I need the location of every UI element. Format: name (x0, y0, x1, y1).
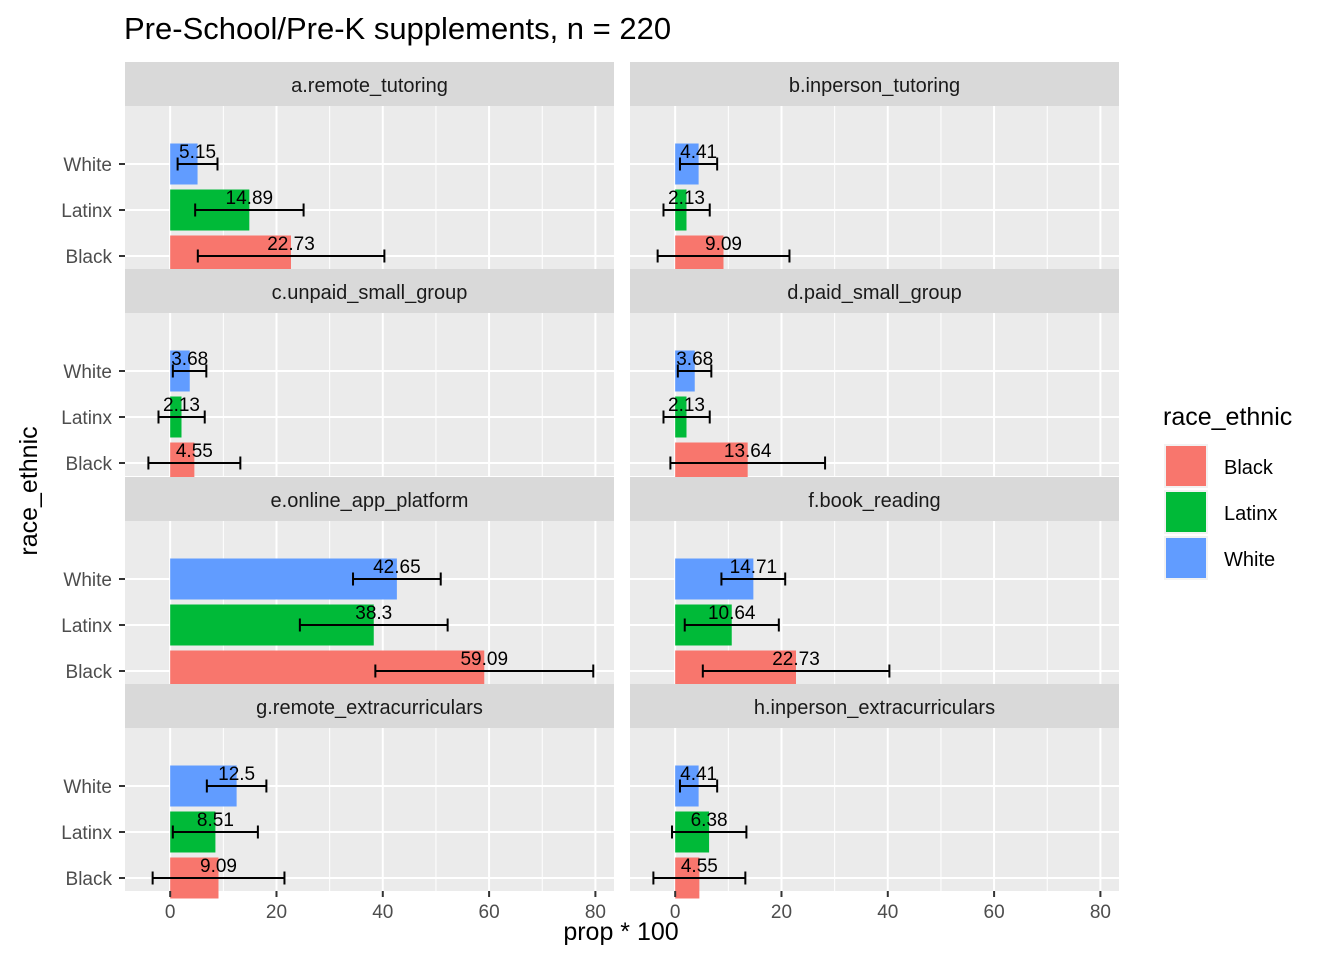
facet-panel: a.remote_tutoring 5.15 14.89 22.73 White Lati… (61, 62, 614, 277)
legend-label: Latinx (1224, 503, 1277, 525)
facet-panel: e.online_app_platform 42.65 38.3 59.09 White… (61, 477, 614, 692)
facet-strip-label: a.remote_tutoring (291, 75, 448, 97)
panel-background (125, 313, 614, 476)
legend: race_ethnic Black Latinx White (1163, 403, 1292, 580)
y-tick-label: White (63, 362, 112, 383)
bar-value-label: 22.73 (267, 234, 315, 255)
bar-value-label: 14.71 (730, 557, 778, 578)
x-tick-label: 40 (877, 902, 898, 923)
facet-strip-label: b.inperson_tutoring (789, 75, 960, 97)
facet-strip (125, 62, 614, 106)
facet-strip (630, 269, 1119, 313)
y-tick-label: White (63, 155, 112, 176)
bar-value-label: 2.13 (163, 395, 200, 416)
bar-value-label: 42.65 (373, 557, 421, 578)
facet-panel: b.inperson_tutoring 4.41 2.13 9.09 (630, 62, 1119, 277)
facet-strip (125, 269, 614, 313)
bar-value-label: 4.41 (680, 142, 717, 163)
bar-value-label: 6.38 (691, 810, 728, 831)
facet-panel: d.paid_small_group 3.68 2.13 13.64 (630, 269, 1119, 484)
bar-value-label: 4.55 (176, 441, 213, 462)
bar-value-label: 9.09 (705, 234, 742, 255)
y-tick-label: Black (66, 454, 113, 475)
facet-strip (630, 684, 1119, 728)
bar-value-label: 8.51 (197, 810, 234, 831)
y-axis-title: race_ethnic (15, 426, 43, 555)
bar-value-label: 9.09 (200, 856, 237, 877)
panel-background (630, 728, 1119, 891)
y-tick-label: Latinx (61, 408, 112, 429)
bar-value-label: 3.68 (676, 349, 713, 370)
legend-label: Black (1224, 457, 1274, 479)
legend-key-black (1166, 446, 1206, 486)
y-tick-label: White (63, 570, 112, 591)
bar-value-label: 4.41 (680, 764, 717, 785)
y-tick-label: White (63, 777, 112, 798)
facet-strip (630, 62, 1119, 106)
bar-value-label: 14.89 (226, 188, 274, 209)
facet-panel: c.unpaid_small_group 3.68 2.13 4.55 White Lat… (61, 269, 614, 484)
x-axis-title: prop * 100 (563, 918, 678, 946)
facet-panels: a.remote_tutoring 5.15 14.89 22.73 White Lati… (61, 62, 1119, 923)
legend-label: White (1224, 549, 1275, 571)
bar-value-label: 4.55 (681, 856, 718, 877)
bar-value-label: 2.13 (668, 188, 705, 209)
y-tick-label: Black (66, 247, 113, 268)
x-tick-label: 0 (165, 902, 176, 923)
facet-strip-label: g.remote_extracurriculars (256, 697, 483, 719)
x-tick-label: 20 (771, 902, 792, 923)
x-tick-label: 80 (1090, 902, 1111, 923)
legend-key-white (1166, 538, 1206, 578)
bar-value-label: 5.15 (179, 142, 216, 163)
x-tick-label: 40 (372, 902, 393, 923)
legend-title: race_ethnic (1163, 403, 1292, 431)
bar-value-label: 12.5 (218, 764, 255, 785)
facet-panel: h.inperson_extracurriculars 4.41 6.38 4.55 0… (630, 684, 1119, 923)
facet-strip (630, 477, 1119, 521)
x-tick-label: 80 (585, 902, 606, 923)
facet-strip-label: h.inperson_extracurriculars (754, 697, 995, 719)
facet-strip-label: c.unpaid_small_group (272, 282, 468, 304)
facet-strip-label: d.paid_small_group (787, 282, 962, 304)
facet-strip (125, 684, 614, 728)
bar-value-label: 2.13 (668, 395, 705, 416)
chart-title: Pre-School/Pre-K supplements, n = 220 (124, 11, 671, 46)
x-tick-label: 20 (266, 902, 287, 923)
facet-strip (125, 477, 614, 521)
y-tick-label: Latinx (61, 616, 112, 637)
bar-value-label: 3.68 (171, 349, 208, 370)
y-tick-label: Latinx (61, 823, 112, 844)
x-tick-label: 60 (984, 902, 1005, 923)
y-tick-label: Black (66, 869, 113, 890)
facet-strip-label: e.online_app_platform (271, 490, 469, 512)
y-tick-label: Latinx (61, 201, 112, 222)
legend-key-latinx (1166, 492, 1206, 532)
x-tick-label: 0 (670, 902, 681, 923)
bar-value-label: 38.3 (355, 603, 392, 624)
facet-strip-label: f.book_reading (808, 490, 940, 512)
x-tick-label: 60 (479, 902, 500, 923)
y-tick-label: Black (66, 662, 113, 683)
bar-value-label: 10.64 (708, 603, 756, 624)
bar-value-label: 22.73 (772, 649, 820, 670)
facet-panel: f.book_reading 14.71 10.64 22.73 (630, 477, 1119, 692)
bar-value-label: 59.09 (460, 649, 508, 670)
bar-value-label: 13.64 (724, 441, 772, 462)
facet-panel: g.remote_extracurriculars 12.5 8.51 9.09 Whi… (61, 684, 614, 923)
